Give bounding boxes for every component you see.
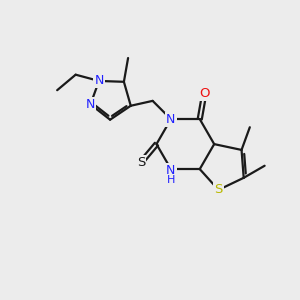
Text: N: N <box>166 112 176 126</box>
Text: N: N <box>94 74 104 87</box>
Text: S: S <box>137 156 145 169</box>
Text: N: N <box>166 164 176 177</box>
Text: S: S <box>214 183 223 196</box>
Text: O: O <box>199 87 209 100</box>
Text: H: H <box>167 175 176 185</box>
Text: N: N <box>86 98 95 111</box>
